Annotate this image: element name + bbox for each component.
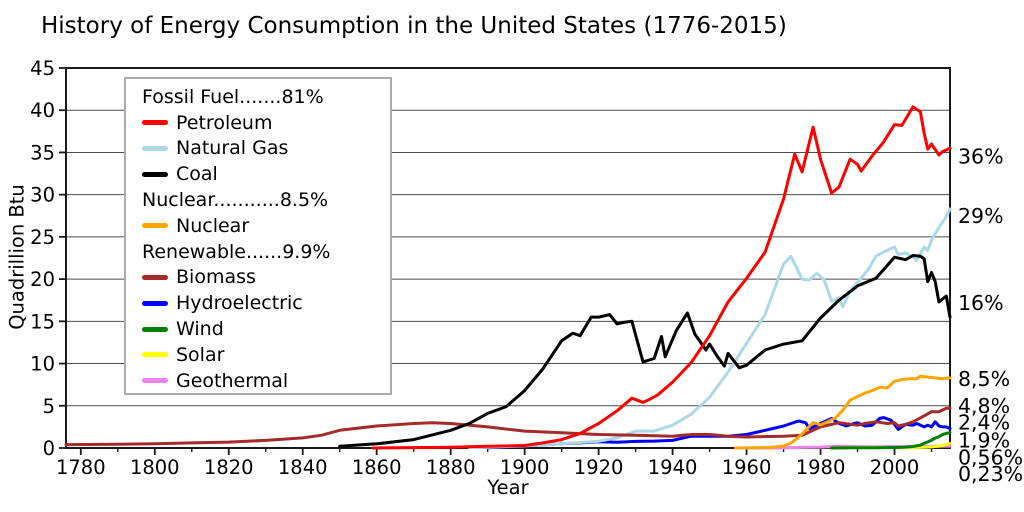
legend-label: Geothermal: [176, 369, 289, 392]
y-tick-label: 0: [43, 437, 55, 460]
end-label-natural-gas: 29%: [958, 204, 1004, 228]
geothermal-swatch-icon: [142, 378, 168, 384]
legend-item-nuclear: Nuclear: [142, 213, 390, 239]
legend-item-hydroelectric: Hydroelectric: [142, 290, 390, 316]
end-label-coal: 16%: [958, 291, 1004, 315]
legend-group-header: Nuclear...........8.5%: [142, 189, 329, 212]
series-nuclear: [734, 374, 952, 450]
y-tick-label: 5: [43, 395, 55, 418]
biomass-swatch-icon: [142, 274, 168, 280]
y-tick-label: 10: [30, 353, 55, 376]
legend-group-header: Fossil Fuel.......81%: [142, 85, 324, 108]
x-tick-label: 1900: [500, 456, 550, 479]
x-tick-label: 1820: [204, 456, 254, 479]
end-label-petroleum: 36%: [958, 145, 1004, 169]
legend-label: Coal: [176, 163, 218, 186]
x-tick-label: 2000: [870, 456, 920, 479]
legend-item-petroleum: Petroleum: [142, 110, 390, 136]
legend-label: Nuclear: [176, 214, 250, 237]
legend-item-solar: Solar: [142, 342, 390, 368]
natural-gas-swatch-icon: [142, 145, 168, 151]
legend-item-biomass: Biomass: [142, 265, 390, 291]
x-tick-label: 1960: [722, 456, 772, 479]
end-label-wind: 1,9%: [958, 428, 1010, 452]
chart-title: History of Energy Consumption in the Uni…: [41, 13, 787, 39]
x-tick-label: 1920: [574, 456, 624, 479]
end-label-hydroelectric: 2,4%: [958, 411, 1010, 435]
legend-label: Wind: [176, 318, 224, 341]
end-label-biomass: 4,8%: [958, 394, 1010, 418]
legend-item-coal: Coal: [142, 161, 390, 187]
y-tick-label: 40: [30, 99, 55, 122]
y-tick-label: 20: [30, 268, 55, 291]
legend-label: Hydroelectric: [176, 292, 303, 315]
nuclear-swatch-icon: [142, 223, 168, 229]
legend-group-header: Renewable......9.9%: [142, 240, 331, 263]
x-tick-label: 1780: [56, 456, 106, 479]
solar-swatch-icon: [142, 352, 168, 358]
legend-item-wind: Wind: [142, 316, 390, 342]
coal-swatch-icon: [142, 171, 168, 177]
hydroelectric-swatch-icon: [142, 300, 168, 306]
legend-label: Biomass: [176, 266, 256, 289]
y-tick-label: 45: [30, 57, 55, 80]
y-tick-label: 35: [30, 141, 55, 164]
end-label-geothermal: 0,23%: [958, 462, 1023, 486]
legend: Fossil Fuel.......81% Petroleum Natural Ga…: [124, 77, 392, 395]
x-tick-label: 1860: [352, 456, 402, 479]
series-wind: [830, 431, 952, 450]
end-label-nuclear: 8,5%: [958, 367, 1010, 391]
x-tick-label: 1980: [796, 456, 846, 479]
x-tick-label: 1880: [426, 456, 476, 479]
y-tick-label: 15: [30, 310, 55, 333]
y-tick-label: 25: [30, 226, 55, 249]
y-tick-label: 30: [30, 184, 55, 207]
legend-label: Natural Gas: [176, 137, 289, 160]
series-petroleum: [371, 105, 952, 450]
legend-label: Petroleum: [176, 111, 273, 134]
x-tick-label: 1840: [278, 456, 328, 479]
series-biomass: [64, 406, 952, 447]
x-tick-label: 1800: [130, 456, 180, 479]
y-axis-title: Quadrillion Btu: [5, 184, 29, 330]
series-coal: [338, 254, 952, 448]
x-tick-label: 1940: [648, 456, 698, 479]
wind-swatch-icon: [142, 326, 168, 332]
x-axis-title: Year: [487, 476, 529, 499]
end-label-solar: 0,56%: [958, 445, 1023, 469]
legend-label: Solar: [176, 343, 225, 366]
legend-item-natural-gas: Natural Gas: [142, 136, 390, 162]
petroleum-swatch-icon: [142, 120, 168, 126]
legend-item-geothermal: Geothermal: [142, 368, 390, 394]
series-natural-gas: [467, 207, 952, 450]
